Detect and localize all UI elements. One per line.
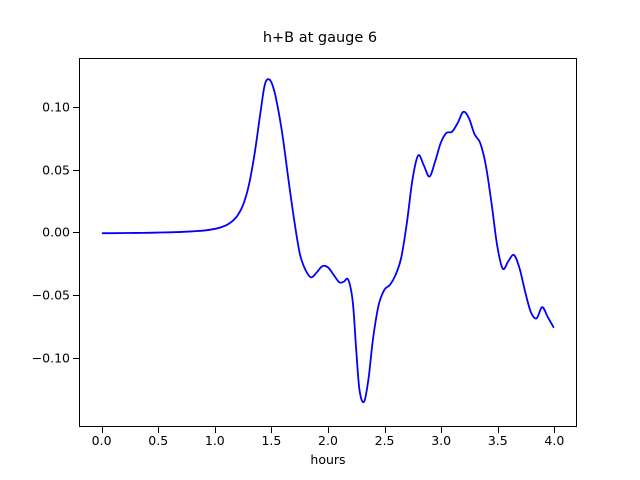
y-tick-mark xyxy=(72,169,79,171)
y-tick-mark xyxy=(72,357,79,359)
x-tick-label: 3.0 xyxy=(431,433,452,448)
x-tick-label: 0.5 xyxy=(148,433,169,448)
x-tick-mark xyxy=(271,426,273,433)
x-axis-label: hours xyxy=(310,452,346,467)
x-tick-mark xyxy=(554,426,556,433)
x-tick-mark xyxy=(158,426,160,433)
x-tick-label: 4.0 xyxy=(544,433,565,448)
data-series-line xyxy=(101,78,555,404)
y-axis-tick-labels: 0.10 0.05 0.00 −0.05 −0.10 xyxy=(0,0,70,480)
y-tick-mark xyxy=(72,107,79,109)
x-tick-label: 2.5 xyxy=(374,433,395,448)
y-tick-mark xyxy=(72,295,79,297)
x-tick-label: 1.5 xyxy=(261,433,282,448)
x-tick-mark xyxy=(328,426,329,433)
x-tick-mark xyxy=(441,426,443,433)
y-tick-label: 0.00 xyxy=(42,224,70,240)
x-tick-label: 1.0 xyxy=(204,433,225,448)
x-tick-mark xyxy=(101,426,103,433)
y-tick-label: 0.05 xyxy=(42,162,70,178)
y-tick-mark xyxy=(72,232,79,234)
x-tick-label: 0.0 xyxy=(91,433,112,448)
plot-svg xyxy=(101,78,555,404)
y-tick-label: 0.10 xyxy=(42,99,70,115)
x-tick-label: 3.5 xyxy=(487,433,508,448)
chart-title: h+B at gauge 6 xyxy=(262,30,378,46)
x-tick-mark xyxy=(497,426,499,433)
x-tick-mark xyxy=(214,426,216,433)
y-tick-label: −0.05 xyxy=(31,287,70,303)
y-tick-label: −0.10 xyxy=(31,350,70,366)
plot-area xyxy=(79,58,577,427)
x-tick-label: 2.0 xyxy=(318,433,338,448)
x-tick-mark xyxy=(384,426,386,433)
